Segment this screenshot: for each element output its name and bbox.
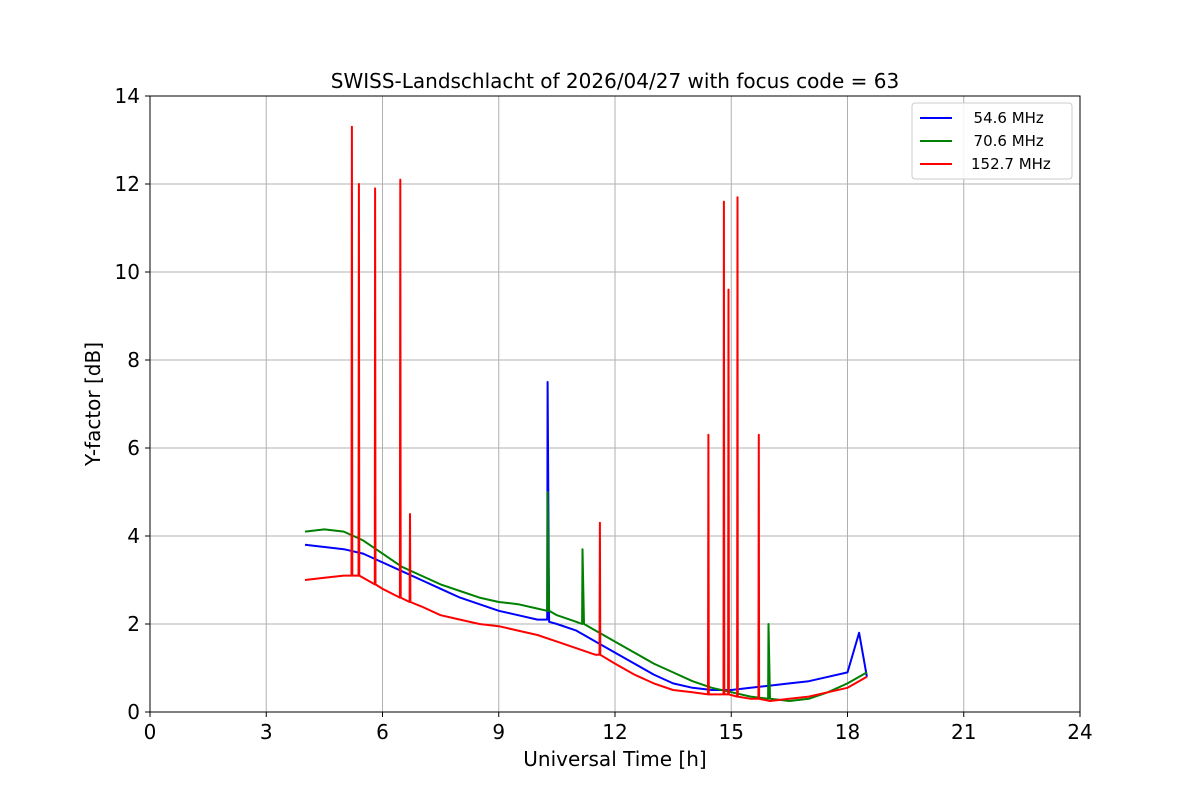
x-axis-label: Universal Time [h]	[523, 747, 706, 771]
series-layer	[304, 125, 868, 702]
legend-label-54-6: 54.6 MHz	[964, 109, 1044, 127]
x-tick-label: 6	[376, 720, 389, 744]
chart-title: SWISS-Landschlacht of 2026/04/27 with fo…	[331, 69, 899, 93]
series-line-2	[304, 125, 868, 702]
x-tick-label: 3	[260, 720, 273, 744]
series-line-0	[304, 381, 868, 691]
y-tick-label: 0	[127, 700, 140, 724]
y-tick-label: 14	[115, 84, 140, 108]
x-tick-label: 12	[602, 720, 627, 744]
y-tick-label: 6	[127, 436, 140, 460]
x-tick-label: 18	[835, 720, 860, 744]
y-tick-label: 8	[127, 348, 140, 372]
x-tick-label: 9	[492, 720, 505, 744]
legend-label-152-7: 152.7 MHz	[971, 155, 1051, 173]
y-tick-label: 2	[127, 612, 140, 636]
x-tick-label: 15	[719, 720, 744, 744]
legend-label-70-6: 70.6 MHz	[964, 132, 1044, 150]
y-tick-label: 10	[115, 260, 140, 284]
x-tick-label: 21	[951, 720, 976, 744]
x-tick-label: 24	[1067, 720, 1092, 744]
y-axis-label: Y-factor [dB]	[81, 342, 105, 467]
y-tick-label: 4	[127, 524, 140, 548]
legend-frame	[911, 102, 1073, 180]
x-tick-label: 0	[144, 720, 157, 744]
series-line-1	[304, 491, 868, 702]
y-tick-label: 12	[115, 172, 140, 196]
legend: 54.6 MHz 70.6 MHz 152.7 MHz	[911, 102, 1073, 180]
